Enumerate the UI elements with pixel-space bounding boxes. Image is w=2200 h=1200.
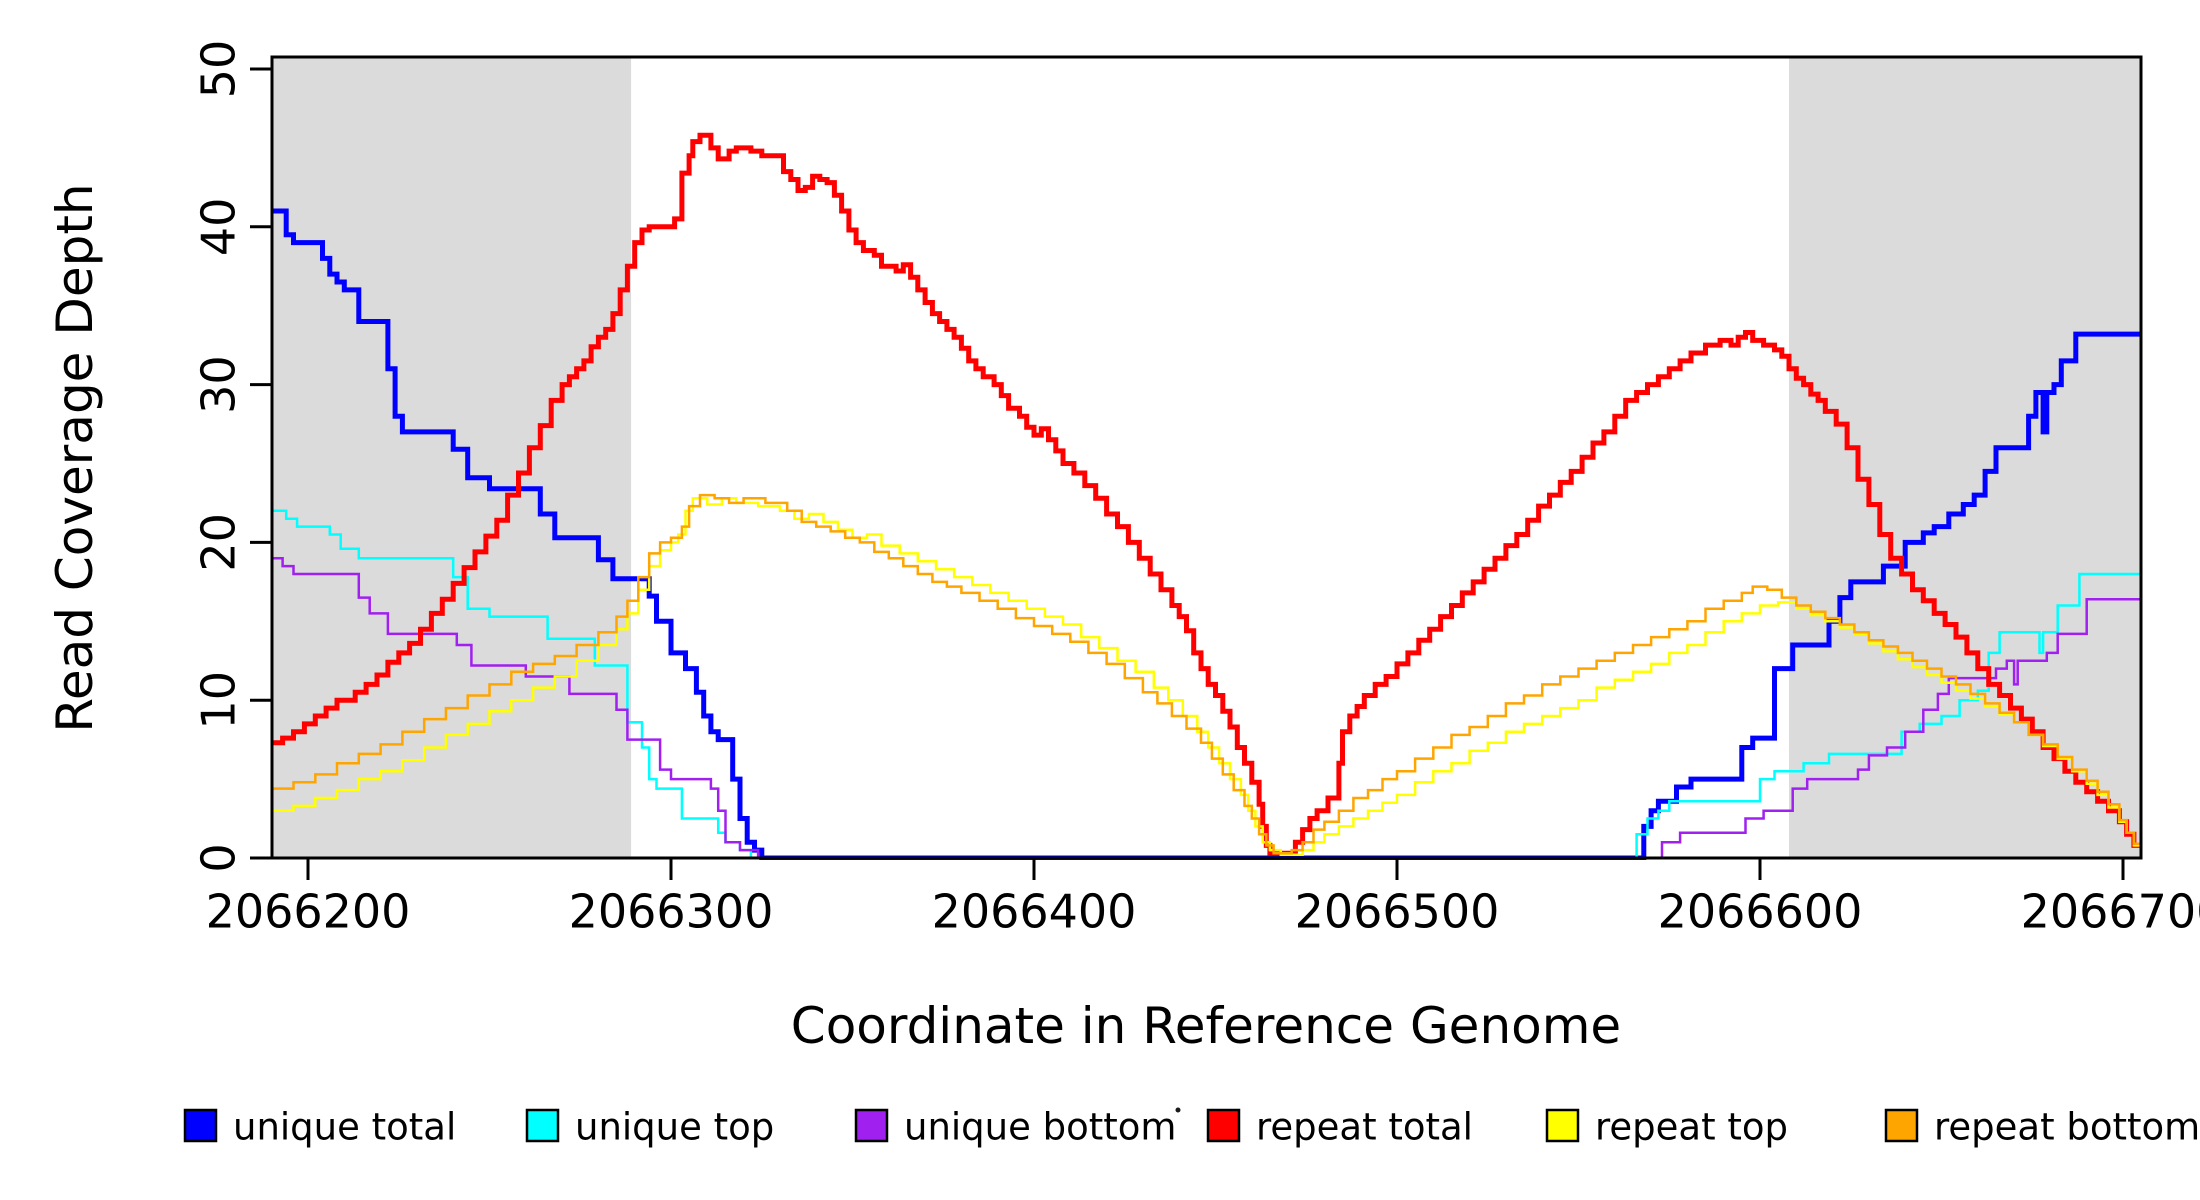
stray-dot-mark (1175, 1107, 1181, 1113)
shaded-region-0 (271, 57, 632, 858)
y-tick-label: 30 (192, 355, 246, 414)
legend-swatch-repeat-top (1545, 1108, 1580, 1143)
legend-swatch-unique-total (183, 1108, 218, 1143)
x-axis: 2066200 2066300 2066400 2066500 2066600 20667… (206, 858, 2200, 938)
y-tick-label: 10 (192, 671, 246, 730)
x-tick-label: 2066600 (1658, 884, 1863, 938)
x-tick-label: 2066400 (932, 884, 1137, 938)
y-tick-label: 50 (192, 40, 246, 99)
shaded-region-1 (1789, 57, 2142, 858)
x-tick-label: 2066300 (569, 884, 774, 938)
x-tick-label: 2066200 (206, 884, 411, 938)
plot-border-box (270, 55, 2143, 860)
legend-label-repeat-total: repeat total (1256, 1106, 1473, 1149)
legend-label-unique-total: unique total (233, 1106, 456, 1149)
series-lines (271, 132, 2143, 860)
y-tick-label: 0 (192, 843, 246, 872)
legend-swatch-repeat-total (1206, 1108, 1241, 1143)
series-line-repeat-total (271, 132, 2142, 856)
x-tick-label: 2066500 (1295, 884, 1500, 938)
legend-label-repeat-top: repeat top (1595, 1106, 1788, 1149)
y-tick-label: 20 (192, 513, 246, 572)
legend-swatch-unique-bottom (854, 1108, 889, 1143)
series-line-unique-bottom (271, 556, 2142, 860)
y-axis-title: Read Coverage Depth (46, 183, 104, 732)
y-axis: 0 10 20 30 40 50 (192, 40, 272, 873)
y-tick-label: 40 (192, 198, 246, 257)
legend: unique total unique top unique bottom repea… (183, 1106, 2200, 1149)
series-line-repeat-bottom (271, 493, 2143, 855)
legend-swatch-unique-top (525, 1108, 560, 1143)
legend-label-unique-bottom: unique bottom (904, 1106, 1176, 1149)
shaded-repeat-regions (271, 57, 2142, 858)
x-axis-title: Coordinate in Reference Genome (791, 997, 1621, 1055)
series-line-unique-total (271, 208, 2142, 860)
legend-label-unique-top: unique top (575, 1106, 774, 1149)
legend-label-repeat-bottom: repeat bottom (1934, 1106, 2200, 1149)
legend-swatch-repeat-bottom (1884, 1108, 1919, 1143)
